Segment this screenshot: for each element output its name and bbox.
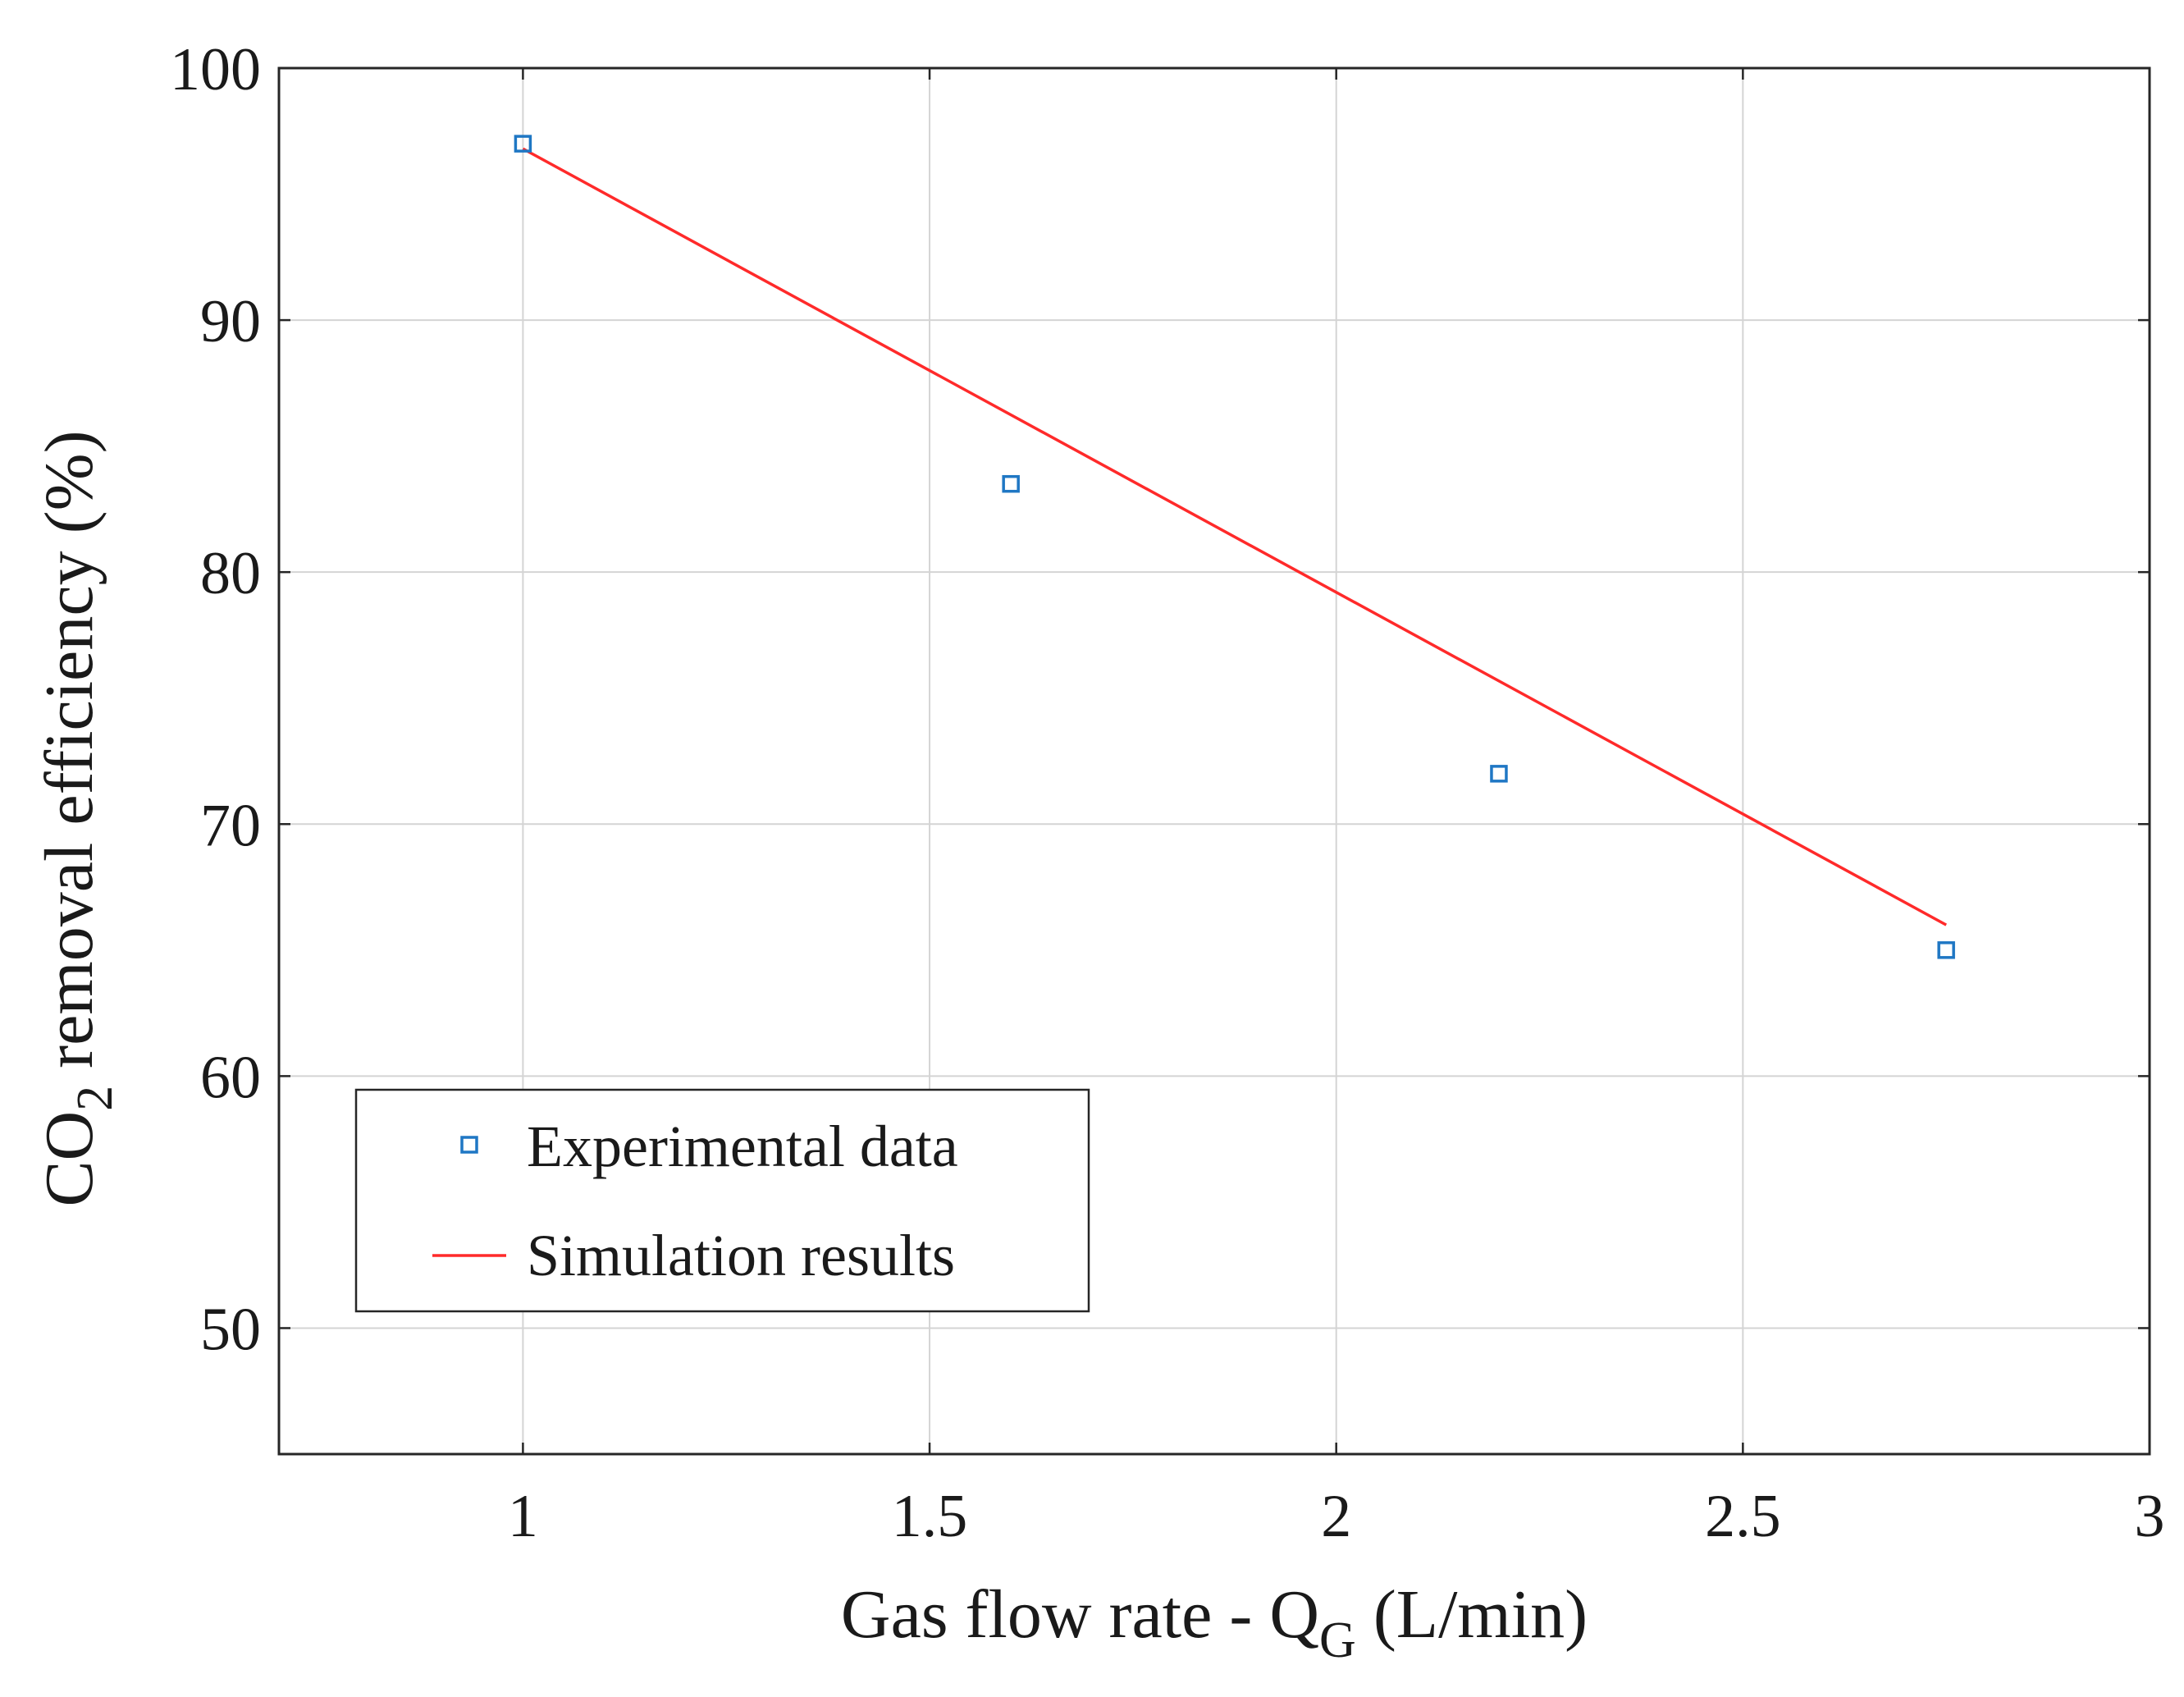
x-axis-title-main: Gas flow rate - Q (841, 1576, 1319, 1653)
data-point (1937, 941, 1955, 959)
legend-marker-experimental (460, 1136, 478, 1154)
y-tick-label: 90 (200, 288, 261, 355)
y-tick-label: 100 (170, 36, 261, 103)
x-tick-label: 2 (1321, 1483, 1351, 1550)
legend-label-experimental: Experimental data (527, 1114, 958, 1179)
legend-box (354, 1088, 1090, 1313)
x-tick-label: 3 (2135, 1483, 2165, 1550)
y-axis-title-subscript: 2 (67, 1086, 123, 1111)
y-tick-label: 80 (200, 540, 261, 607)
x-tick-label: 1.5 (892, 1483, 968, 1550)
legend: Experimental data Simulation results (354, 1088, 1090, 1313)
axis-ticks: 1 1.5 2 2.5 3 50 60 70 80 90 100 (170, 36, 2165, 1550)
y-tick-label: 70 (200, 792, 261, 859)
y-tick-label: 60 (200, 1044, 261, 1111)
y-axis-title-main: CO (31, 1111, 107, 1207)
y-axis-title: CO2 removal efficiency (%) (31, 430, 123, 1206)
data-point (1490, 765, 1508, 783)
data-point (1002, 474, 1020, 493)
legend-label-simulation: Simulation results (527, 1223, 955, 1288)
series-layer (514, 135, 1955, 959)
x-axis-title: Gas flow rate - QG (L/min) (841, 1576, 1588, 1668)
plot-frame (277, 66, 2151, 1456)
x-tick-label: 2.5 (1705, 1483, 1781, 1550)
x-axis-title-units: (L/min) (1356, 1576, 1588, 1653)
y-axis-title-rest: removal efficiency (%) (31, 430, 107, 1085)
y-tick-label: 50 (200, 1296, 261, 1363)
data-point (514, 135, 532, 153)
x-tick-label: 1 (508, 1483, 538, 1550)
simulation-line (522, 147, 1948, 926)
x-axis-title-subscript: G (1319, 1612, 1356, 1668)
